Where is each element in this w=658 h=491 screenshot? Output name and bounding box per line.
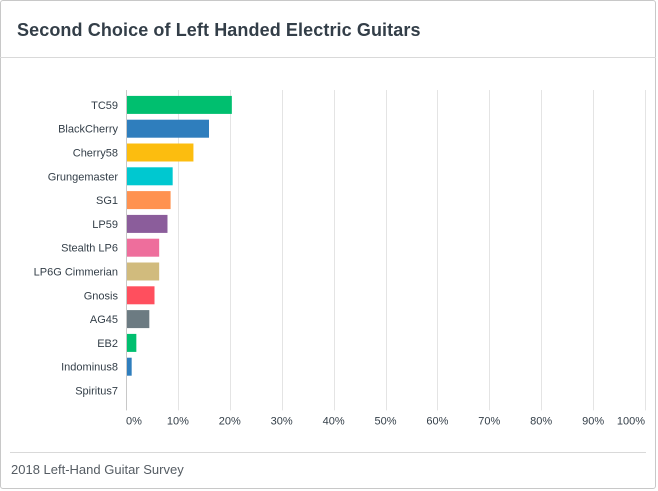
- bar-cherry58[interactable]: [127, 143, 194, 162]
- category-label: Stealth LP6: [61, 243, 118, 255]
- category-label: Gnosis: [84, 290, 119, 302]
- bar-blackcherry[interactable]: [127, 119, 210, 138]
- category-label: Indominus8: [61, 362, 118, 374]
- bar-eb2[interactable]: [127, 333, 137, 352]
- bar-stealth-lp6[interactable]: [127, 238, 160, 257]
- title-divider: [0, 57, 656, 58]
- x-tick-label: 0%: [126, 415, 142, 427]
- category-label: LP59: [92, 219, 118, 231]
- x-tick-label: 20%: [219, 415, 241, 427]
- page-title: Second Choice of Left Handed Electric Gu…: [17, 20, 421, 40]
- x-tick-label: 40%: [323, 415, 345, 427]
- category-label: LP6G Cimmerian: [34, 267, 118, 279]
- footer-divider: [10, 452, 646, 453]
- x-tick-label: 60%: [426, 415, 448, 427]
- bar-sg1[interactable]: [127, 191, 171, 210]
- x-tick-label: 70%: [478, 415, 500, 427]
- x-tick-label: 100%: [617, 415, 645, 427]
- bar-grungemaster[interactable]: [127, 167, 173, 186]
- x-tick-label: 80%: [530, 415, 552, 427]
- category-label: SG1: [96, 195, 118, 207]
- bar-gnosis[interactable]: [127, 286, 155, 305]
- category-label: EB2: [97, 338, 118, 350]
- bar-tc59[interactable]: [127, 95, 232, 114]
- bar-lp6g-cimmerian[interactable]: [127, 262, 160, 281]
- x-tick-label: 10%: [167, 415, 189, 427]
- category-label: Spiritus7: [75, 386, 118, 398]
- category-label: Cherry58: [73, 148, 118, 160]
- category-label: Grungemaster: [48, 171, 119, 183]
- x-tick-label: 50%: [374, 415, 396, 427]
- category-label: BlackCherry: [58, 124, 118, 136]
- footer-caption: 2018 Left-Hand Guitar Survey: [11, 462, 184, 477]
- bar-indominus8[interactable]: [127, 357, 132, 376]
- x-tick-label: 90%: [582, 415, 604, 427]
- x-tick-label: 30%: [271, 415, 293, 427]
- bar-ag45[interactable]: [127, 310, 150, 329]
- category-label: TC59: [91, 100, 118, 112]
- category-label: AG45: [90, 314, 118, 326]
- bar-lp59[interactable]: [127, 214, 168, 233]
